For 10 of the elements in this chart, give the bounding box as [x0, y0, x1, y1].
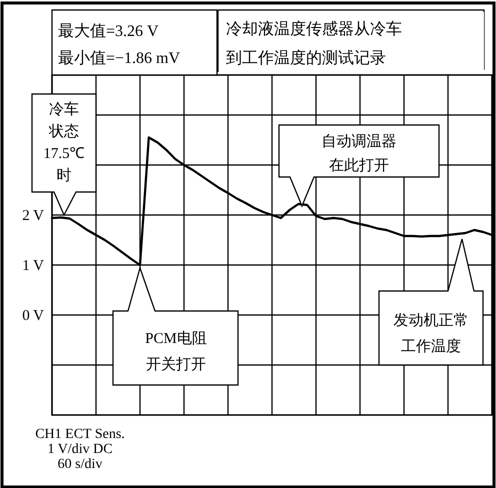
annotation: PCM电阻开关打开: [145, 330, 207, 373]
y-tick-label: 2 V: [22, 208, 44, 224]
annotation: 自动调温器在此打开: [322, 133, 396, 174]
y-tick-label: 1 V: [22, 258, 44, 274]
annotation: 冷车状态17.5℃时: [43, 101, 85, 184]
text: CH1 ECT Sens. 1 V/div DC 60 s/div: [35, 427, 125, 472]
annotation: 发动机正常工作温度: [394, 312, 468, 355]
text: 最大值=3.26 V 最小值=−1.86 mV: [58, 22, 180, 67]
chart-title: 冷却液温度传感器从冷车到工作温度的测试记录: [226, 20, 402, 67]
y-tick-label: 0 V: [22, 308, 44, 324]
